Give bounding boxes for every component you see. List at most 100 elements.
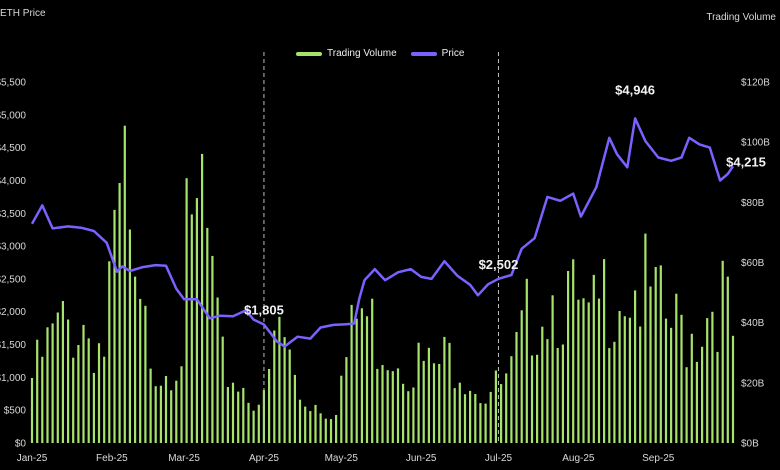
legend: Trading Volume Price: [296, 48, 478, 59]
volume-bar: [670, 327, 673, 443]
volume-bar: [154, 386, 157, 443]
volume-bar: [536, 354, 539, 443]
volume-bar: [639, 326, 642, 443]
volume-bar: [283, 337, 286, 443]
volume-bar: [603, 259, 606, 443]
volume-bar: [391, 371, 394, 443]
volume-bar: [407, 391, 410, 443]
volume-bar: [479, 403, 482, 443]
volume-bar: [113, 209, 116, 443]
legend-label-volume: Trading Volume: [327, 48, 397, 59]
volume-bar: [108, 261, 111, 443]
volume-bar: [128, 229, 131, 443]
volume-bar: [731, 335, 735, 443]
volume-bar: [149, 368, 152, 443]
volume-bar: [319, 413, 322, 443]
volume-bar: [561, 344, 564, 443]
volume-bar: [587, 302, 590, 443]
volume-bar: [123, 125, 126, 443]
x-tick-label: Jun-25: [406, 453, 437, 464]
volume-bar: [257, 404, 260, 443]
left-tick-label: $500: [4, 406, 27, 417]
volume-bar: [664, 318, 668, 443]
volume-bar: [30, 378, 34, 443]
volume-bar: [252, 410, 255, 443]
volume-bar: [726, 276, 729, 443]
volume-bar: [97, 343, 101, 443]
legend-item-price[interactable]: Price: [410, 48, 464, 59]
volume-bar: [386, 370, 389, 443]
volume-bar: [180, 366, 183, 443]
volume-bar: [711, 311, 714, 443]
volume-bar: [216, 297, 219, 443]
volume-bar: [432, 363, 436, 443]
volume-bar: [402, 383, 405, 443]
volume-bar: [340, 375, 343, 443]
volume-bar: [324, 418, 327, 443]
volume-bar: [226, 387, 229, 443]
volume-bar: [329, 419, 333, 443]
volume-bar: [572, 259, 575, 443]
left-tick-label: $4,000: [0, 176, 26, 187]
legend-item-volume[interactable]: Trading Volume: [296, 48, 397, 59]
price-line: [30, 117, 735, 348]
volume-bar: [355, 318, 358, 443]
reference-lines: [263, 52, 499, 443]
volume-bar: [644, 233, 647, 443]
volume-bar: [623, 316, 626, 443]
volume-bar: [592, 274, 595, 443]
volume-bar: [118, 183, 121, 443]
volume-bar: [335, 415, 338, 443]
volume-bar: [613, 341, 616, 443]
volume-bar: [597, 298, 601, 443]
volume-bar: [190, 214, 193, 443]
left-tick-label: $1,000: [0, 373, 26, 384]
volume-bar: [438, 364, 441, 443]
volume-bar: [237, 391, 240, 443]
right-tick-label: $120B: [741, 78, 770, 89]
volume-bar: [417, 342, 420, 443]
volume-bar: [463, 394, 467, 443]
volume-bar: [247, 402, 250, 443]
volume-bar: [520, 310, 523, 443]
volume-bar: [396, 368, 400, 443]
right-tick-label: $0B: [741, 439, 759, 450]
volume-bar: [51, 323, 54, 443]
left-tick-label: $3,500: [0, 209, 26, 220]
volume-bar: [427, 347, 430, 443]
x-tick-label: Mar-25: [168, 453, 200, 464]
volume-bar: [46, 327, 49, 443]
x-tick-label: Apr-25: [249, 453, 279, 464]
volume-bar: [695, 361, 698, 443]
volume-bar: [634, 290, 637, 443]
volume-bar: [87, 338, 90, 443]
volume-bar: [314, 404, 317, 443]
volume-bar: [371, 298, 374, 443]
right-axis-ticks: $0B $20B $40B $60B $80B $100B $120B: [741, 78, 770, 450]
volume-bar: [201, 153, 204, 443]
volume-bar: [680, 314, 683, 443]
volume-bar: [77, 345, 80, 443]
volume-bar: [67, 319, 70, 443]
volume-bar: [412, 387, 415, 443]
right-tick-label: $40B: [741, 318, 765, 329]
volume-bar: [448, 342, 451, 443]
volume-bar: [211, 255, 214, 443]
left-tick-label: $5,000: [0, 110, 26, 121]
volume-bar: [649, 286, 652, 443]
volume-bar: [489, 391, 492, 443]
volume-bar: [716, 351, 719, 443]
volume-bar: [422, 360, 425, 443]
x-axis-ticks: Jan-25 Feb-25 Mar-25 Apr-25 May-25 Jun-25 Jul-…: [17, 453, 675, 464]
x-tick-label: Jul-25: [485, 453, 513, 464]
volume-bar: [690, 333, 693, 443]
volume-bar: [706, 318, 709, 443]
price-annotation: $4,215: [726, 154, 766, 169]
right-axis-title: Trading Volume: [706, 12, 776, 23]
volume-bar: [304, 406, 307, 443]
volume-bar: [541, 326, 544, 443]
volume-bar: [530, 355, 534, 443]
volume-bar: [453, 388, 456, 443]
volume-bar: [231, 382, 235, 443]
